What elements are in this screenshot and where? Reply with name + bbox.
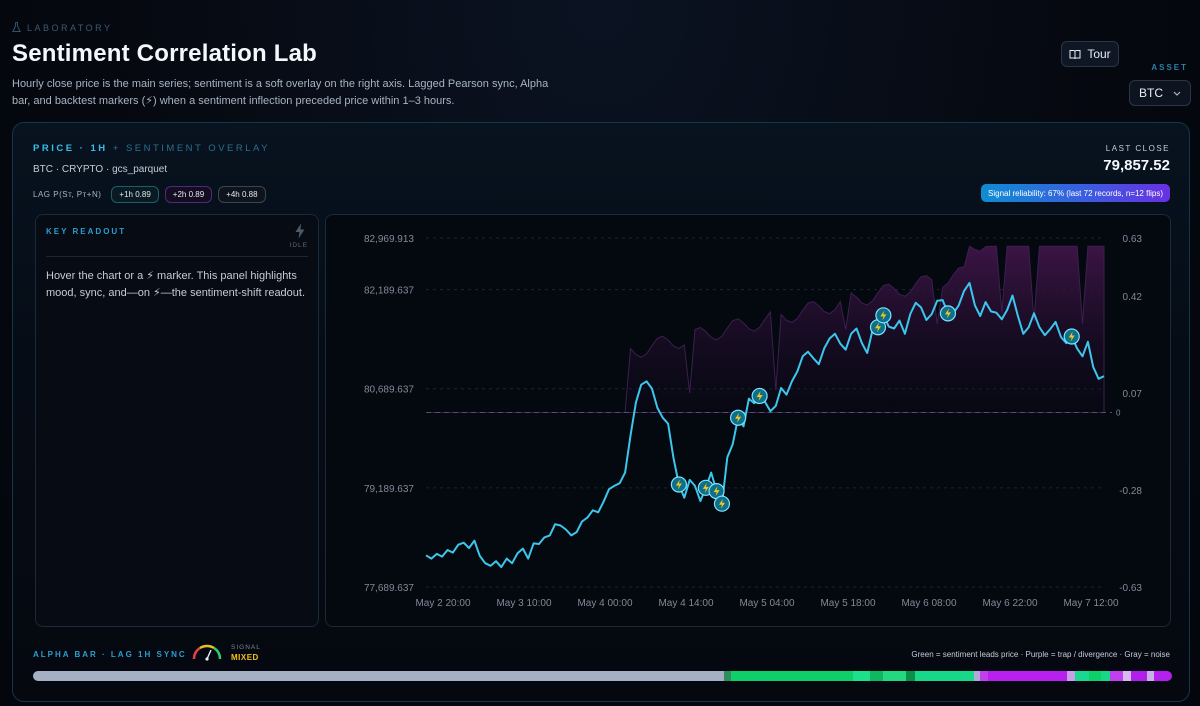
tour-button[interactable]: Tour bbox=[1061, 41, 1119, 67]
lightning-icon bbox=[295, 223, 305, 239]
alpha-bar-segment bbox=[33, 671, 724, 681]
y-left-tick-label: 77,689.637 bbox=[364, 583, 414, 594]
lightning-icon bbox=[713, 486, 720, 497]
last-close-label: LAST CLOSE bbox=[1105, 144, 1170, 153]
alpha-bar[interactable] bbox=[33, 671, 1172, 681]
lag-chip-4h[interactable]: +4h 0.88 bbox=[218, 186, 266, 203]
x-tick-label: May 4 14:00 bbox=[658, 598, 713, 609]
asset-label: ASSET bbox=[1151, 63, 1188, 72]
alpha-bar-segment bbox=[1089, 671, 1101, 681]
lightning-icon bbox=[1068, 331, 1075, 342]
asset-value: BTC bbox=[1139, 86, 1163, 100]
y-left-tick-label: 79,189.637 bbox=[364, 484, 414, 495]
alpha-bar-segment bbox=[1153, 671, 1172, 681]
alpha-bar-heading: ALPHA BAR · LAG 1H SYNC bbox=[33, 650, 187, 659]
zero-label: 0 bbox=[1116, 409, 1121, 418]
page-subtitle: Hourly close price is the main series; s… bbox=[12, 78, 549, 107]
signal-gauge-icon bbox=[192, 644, 222, 661]
y-right-tick-label: 0.63 bbox=[1123, 234, 1143, 245]
alpha-bar-segment bbox=[979, 671, 988, 681]
alpha-bar-segment bbox=[1147, 671, 1154, 681]
x-tick-label: May 7 12:00 bbox=[1063, 598, 1118, 609]
lag-row: LAG P(Sт, Pт+N) +1h 0.89 +2h 0.89 +4h 0.… bbox=[33, 186, 266, 203]
readout-text: Hover the chart or a ⚡ marker. This pane… bbox=[46, 270, 306, 299]
signal-label: SIGNAL bbox=[231, 644, 261, 651]
signal-value: MIXED bbox=[231, 653, 259, 662]
alpha-legend: Green = sentiment leads price · Purple =… bbox=[911, 650, 1170, 659]
alpha-bar-segment bbox=[1074, 671, 1090, 681]
lightning-icon bbox=[675, 479, 682, 490]
key-readout-panel: KEY READOUT IDLE Hover the chart or a ⚡ … bbox=[35, 214, 319, 627]
x-tick-label: May 3 10:00 bbox=[496, 598, 551, 609]
lag-chip-1h[interactable]: +1h 0.89 bbox=[111, 186, 159, 203]
y-left-tick-label: 82,189.637 bbox=[364, 286, 414, 297]
readout-status: IDLE bbox=[289, 242, 308, 249]
alpha-bar-segment bbox=[730, 671, 853, 681]
y-right-tick-label: 0.07 bbox=[1123, 389, 1143, 400]
lightning-icon bbox=[756, 390, 763, 401]
readout-divider bbox=[46, 256, 308, 257]
chart-svg[interactable]: 82,969.913 82,189.637 80,689.637 79,189.637… bbox=[326, 215, 1172, 628]
lightning-icon bbox=[735, 412, 742, 423]
panel-heading-sub: + SENTIMENT OVERLAY bbox=[107, 143, 270, 154]
lightning-icon bbox=[875, 322, 881, 333]
alpha-bar-segment bbox=[906, 671, 916, 681]
alpha-bar-segment bbox=[1109, 671, 1124, 681]
chevron-down-icon bbox=[1173, 91, 1181, 96]
alpha-bar-segment bbox=[987, 671, 1067, 681]
alpha-bar-segment bbox=[973, 671, 980, 681]
lag-label: LAG P(Sт, Pт+N) bbox=[33, 190, 102, 199]
x-tick-label: May 2 20:00 bbox=[415, 598, 470, 609]
x-tick-label: May 6 22:00 bbox=[982, 598, 1037, 609]
price-chart[interactable]: 82,969.913 82,189.637 80,689.637 79,189.637… bbox=[325, 214, 1171, 627]
y-left-tick-label: 80,689.637 bbox=[364, 385, 414, 396]
y-right-tick-label: -0.63 bbox=[1119, 583, 1142, 594]
alpha-bar-segment bbox=[1123, 671, 1132, 681]
alpha-bar-segment bbox=[1066, 671, 1075, 681]
price-panel: PRICE · 1H + SENTIMENT OVERLAY BTC · CRY… bbox=[12, 122, 1190, 702]
last-close-value: 79,857.52 bbox=[1103, 157, 1170, 174]
x-tick-label: May 5 04:00 bbox=[739, 598, 794, 609]
page-title: Sentiment Correlation Lab bbox=[12, 40, 318, 67]
lag-chip-2h[interactable]: +2h 0.89 bbox=[164, 186, 213, 203]
alpha-bar-segment bbox=[852, 671, 870, 681]
alpha-bar-segment bbox=[915, 671, 974, 681]
alpha-bar-segment bbox=[869, 671, 884, 681]
x-tick-label: May 4 00:00 bbox=[577, 598, 632, 609]
alpha-bar-segment bbox=[723, 671, 731, 681]
page-eyebrow: LABORATORY bbox=[12, 22, 113, 33]
y-right-tick-label: -0.28 bbox=[1119, 486, 1142, 497]
flask-icon bbox=[12, 22, 21, 32]
tour-label: Tour bbox=[1087, 47, 1111, 61]
lightning-icon bbox=[944, 308, 951, 319]
panel-heading-main: PRICE · 1H bbox=[33, 143, 108, 154]
lightning-icon bbox=[880, 310, 887, 321]
alpha-bar-segment bbox=[883, 671, 906, 681]
panel-heading: PRICE · 1H + SENTIMENT OVERLAY bbox=[33, 143, 270, 154]
signal-reliability-badge: Signal reliability: 67% (last 72 records… bbox=[981, 184, 1170, 202]
lightning-icon bbox=[718, 498, 725, 509]
lightning-icon bbox=[702, 482, 709, 493]
alpha-bar-segment bbox=[1100, 671, 1110, 681]
eyebrow-label: LABORATORY bbox=[27, 22, 113, 33]
x-tick-label: May 5 18:00 bbox=[820, 598, 875, 609]
readout-title: KEY READOUT bbox=[46, 227, 127, 236]
data-source: BTC · CRYPTO · gcs_parquet bbox=[33, 164, 168, 175]
y-left-tick-label: 82,969.913 bbox=[364, 234, 414, 245]
x-tick-label: May 6 08:00 bbox=[901, 598, 956, 609]
y-right-tick-label: 0.42 bbox=[1123, 292, 1143, 303]
sentiment-area bbox=[426, 245, 1105, 413]
book-open-icon bbox=[1069, 49, 1081, 59]
asset-select[interactable]: BTC bbox=[1129, 80, 1191, 106]
alpha-bar-segment bbox=[1131, 671, 1148, 681]
